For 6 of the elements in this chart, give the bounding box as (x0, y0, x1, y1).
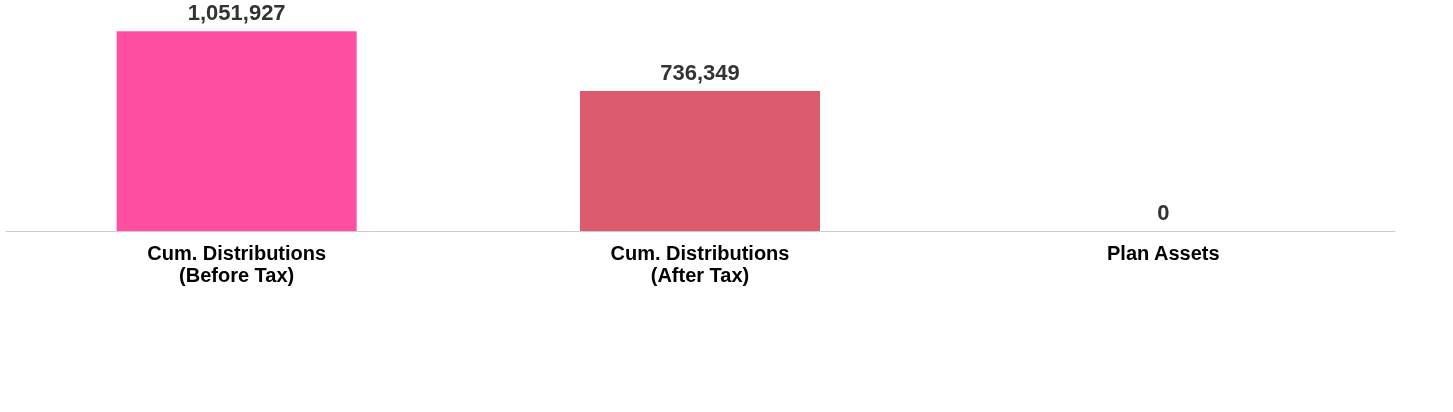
data-label: 736,349 (660, 60, 740, 86)
x-tick-label: Plan Assets (1107, 241, 1220, 264)
data-label: 0 (1157, 200, 1170, 225)
x-tick-label: Cum. Distributions (After Tax) (610, 241, 790, 286)
x-tick-label: Cum. Distributions (Before Tax) (147, 241, 327, 286)
data-label: 1,051,927 (187, 0, 286, 26)
